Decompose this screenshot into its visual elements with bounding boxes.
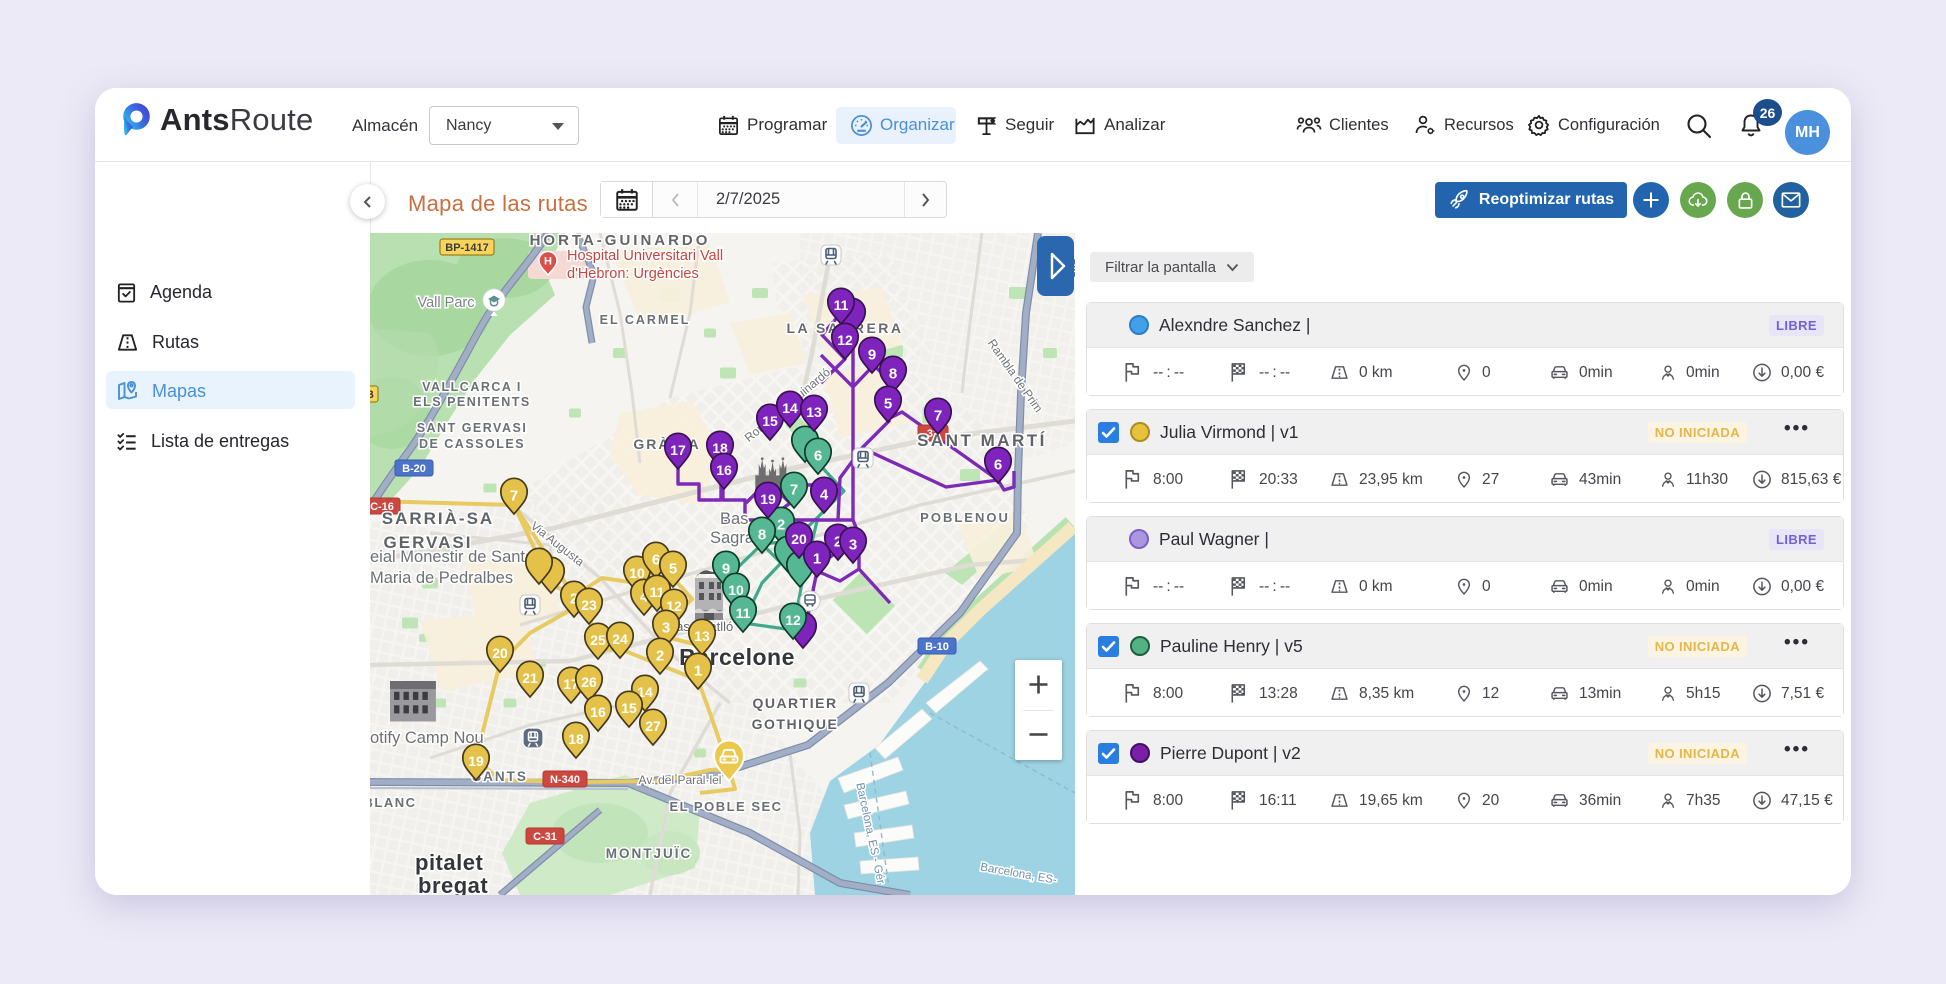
- svg-text:9: 9: [868, 346, 876, 363]
- svg-text:2: 2: [656, 647, 664, 664]
- svg-text:SANT MARTÍ: SANT MARTÍ: [917, 431, 1047, 450]
- svg-text:2: 2: [777, 516, 785, 533]
- svg-text:H: H: [544, 256, 552, 268]
- svg-text:12: 12: [785, 612, 801, 628]
- svg-text:MONTJUÏC: MONTJUÏC: [606, 846, 693, 861]
- svg-text:6: 6: [652, 551, 660, 568]
- svg-text:Hospital Universitari Vall: Hospital Universitari Vall: [567, 248, 723, 264]
- svg-text:24: 24: [612, 631, 628, 647]
- svg-text:10: 10: [728, 582, 744, 598]
- svg-text:3: 3: [662, 619, 670, 636]
- svg-text:6: 6: [814, 447, 822, 464]
- svg-text:C-16: C-16: [370, 501, 394, 513]
- svg-text:B-10: B-10: [925, 641, 949, 653]
- svg-text:BP-1417: BP-1417: [445, 242, 488, 254]
- svg-text:20: 20: [492, 645, 508, 661]
- svg-text:19: 19: [468, 753, 484, 769]
- svg-text:6: 6: [994, 456, 1002, 473]
- svg-text:17: 17: [670, 442, 686, 458]
- svg-text:15: 15: [621, 700, 637, 716]
- svg-text:4: 4: [640, 588, 649, 605]
- svg-text:5: 5: [669, 560, 677, 577]
- svg-text:4: 4: [820, 486, 829, 503]
- svg-text:QUARTIER: QUARTIER: [752, 695, 837, 711]
- svg-text:13: 13: [806, 404, 822, 420]
- svg-text:11: 11: [650, 584, 665, 600]
- svg-text:Sagra: Sagra: [710, 529, 755, 547]
- svg-text:21: 21: [522, 670, 538, 686]
- svg-text:2: 2: [834, 533, 842, 550]
- svg-text:13: 13: [694, 628, 710, 644]
- svg-text:11: 11: [736, 605, 751, 621]
- svg-text:14: 14: [637, 684, 653, 700]
- svg-text:27: 27: [645, 718, 661, 734]
- svg-text:B-20: B-20: [402, 463, 426, 475]
- svg-text:GERVASI: GERVASI: [384, 533, 473, 552]
- svg-text:SANTS: SANTS: [472, 769, 528, 784]
- svg-text:otify Camp Nou: otify Camp Nou: [370, 729, 484, 747]
- svg-text:7: 7: [790, 481, 798, 498]
- svg-text:7: 7: [934, 407, 942, 424]
- svg-text:N-340: N-340: [550, 774, 580, 786]
- svg-text:C-31: C-31: [533, 831, 557, 843]
- svg-text:25: 25: [590, 632, 606, 648]
- svg-text:BLANC: BLANC: [370, 795, 417, 810]
- svg-text:DE CASSOLES: DE CASSOLES: [419, 437, 525, 451]
- svg-text:15: 15: [762, 413, 778, 429]
- svg-text:20: 20: [791, 531, 807, 547]
- svg-text:VALLCARCA I: VALLCARCA I: [422, 380, 522, 394]
- svg-text:10: 10: [629, 565, 645, 581]
- svg-text:EL POBLE SEC: EL POBLE SEC: [669, 799, 782, 814]
- svg-text:SANT GERVASI: SANT GERVASI: [417, 421, 528, 435]
- svg-text:19: 19: [760, 491, 776, 507]
- svg-text:12: 12: [837, 332, 853, 348]
- svg-text:3: 3: [849, 536, 857, 553]
- svg-text:HORTA-GUINARDO: HORTA-GUINARDO: [530, 233, 711, 249]
- svg-text:14: 14: [782, 400, 798, 416]
- svg-text:ELS PENITENTS: ELS PENITENTS: [413, 395, 530, 409]
- svg-text:7: 7: [510, 487, 518, 504]
- svg-text:23: 23: [581, 597, 597, 613]
- svg-text:B: B: [370, 389, 374, 401]
- svg-text:1: 1: [813, 550, 821, 567]
- svg-text:Vall Parc: Vall Parc: [418, 295, 475, 311]
- svg-text:18: 18: [712, 440, 728, 456]
- svg-text:Maria de Pedralbes: Maria de Pedralbes: [370, 569, 513, 587]
- svg-text:Av. del Paral·lel: Av. del Paral·lel: [639, 773, 722, 787]
- svg-text:18: 18: [568, 731, 584, 747]
- svg-text:GOTHIQUE: GOTHIQUE: [752, 716, 839, 732]
- svg-text:11: 11: [834, 297, 849, 313]
- svg-text:bregat: bregat: [418, 873, 488, 895]
- svg-text:9: 9: [722, 560, 730, 577]
- svg-text:5: 5: [884, 395, 892, 412]
- svg-text:Bas: Bas: [720, 510, 748, 528]
- svg-text:8: 8: [889, 365, 897, 382]
- svg-text:2: 2: [570, 590, 578, 607]
- svg-text:EL CARMEL: EL CARMEL: [600, 313, 691, 327]
- svg-text:26: 26: [581, 674, 597, 690]
- svg-text:16: 16: [716, 462, 732, 478]
- svg-text:POBLENOU: POBLENOU: [920, 510, 1010, 525]
- svg-text:d'Hebron: Urgències: d'Hebron: Urgències: [567, 266, 699, 282]
- svg-text:8: 8: [758, 526, 766, 543]
- svg-text:SARRIÀ-SA: SARRIÀ-SA: [382, 509, 494, 528]
- svg-text:pitalet: pitalet: [415, 850, 483, 875]
- svg-text:16: 16: [590, 704, 606, 720]
- svg-text:eial Monestir de Santa: eial Monestir de Santa: [370, 548, 535, 566]
- svg-text:1: 1: [694, 662, 702, 679]
